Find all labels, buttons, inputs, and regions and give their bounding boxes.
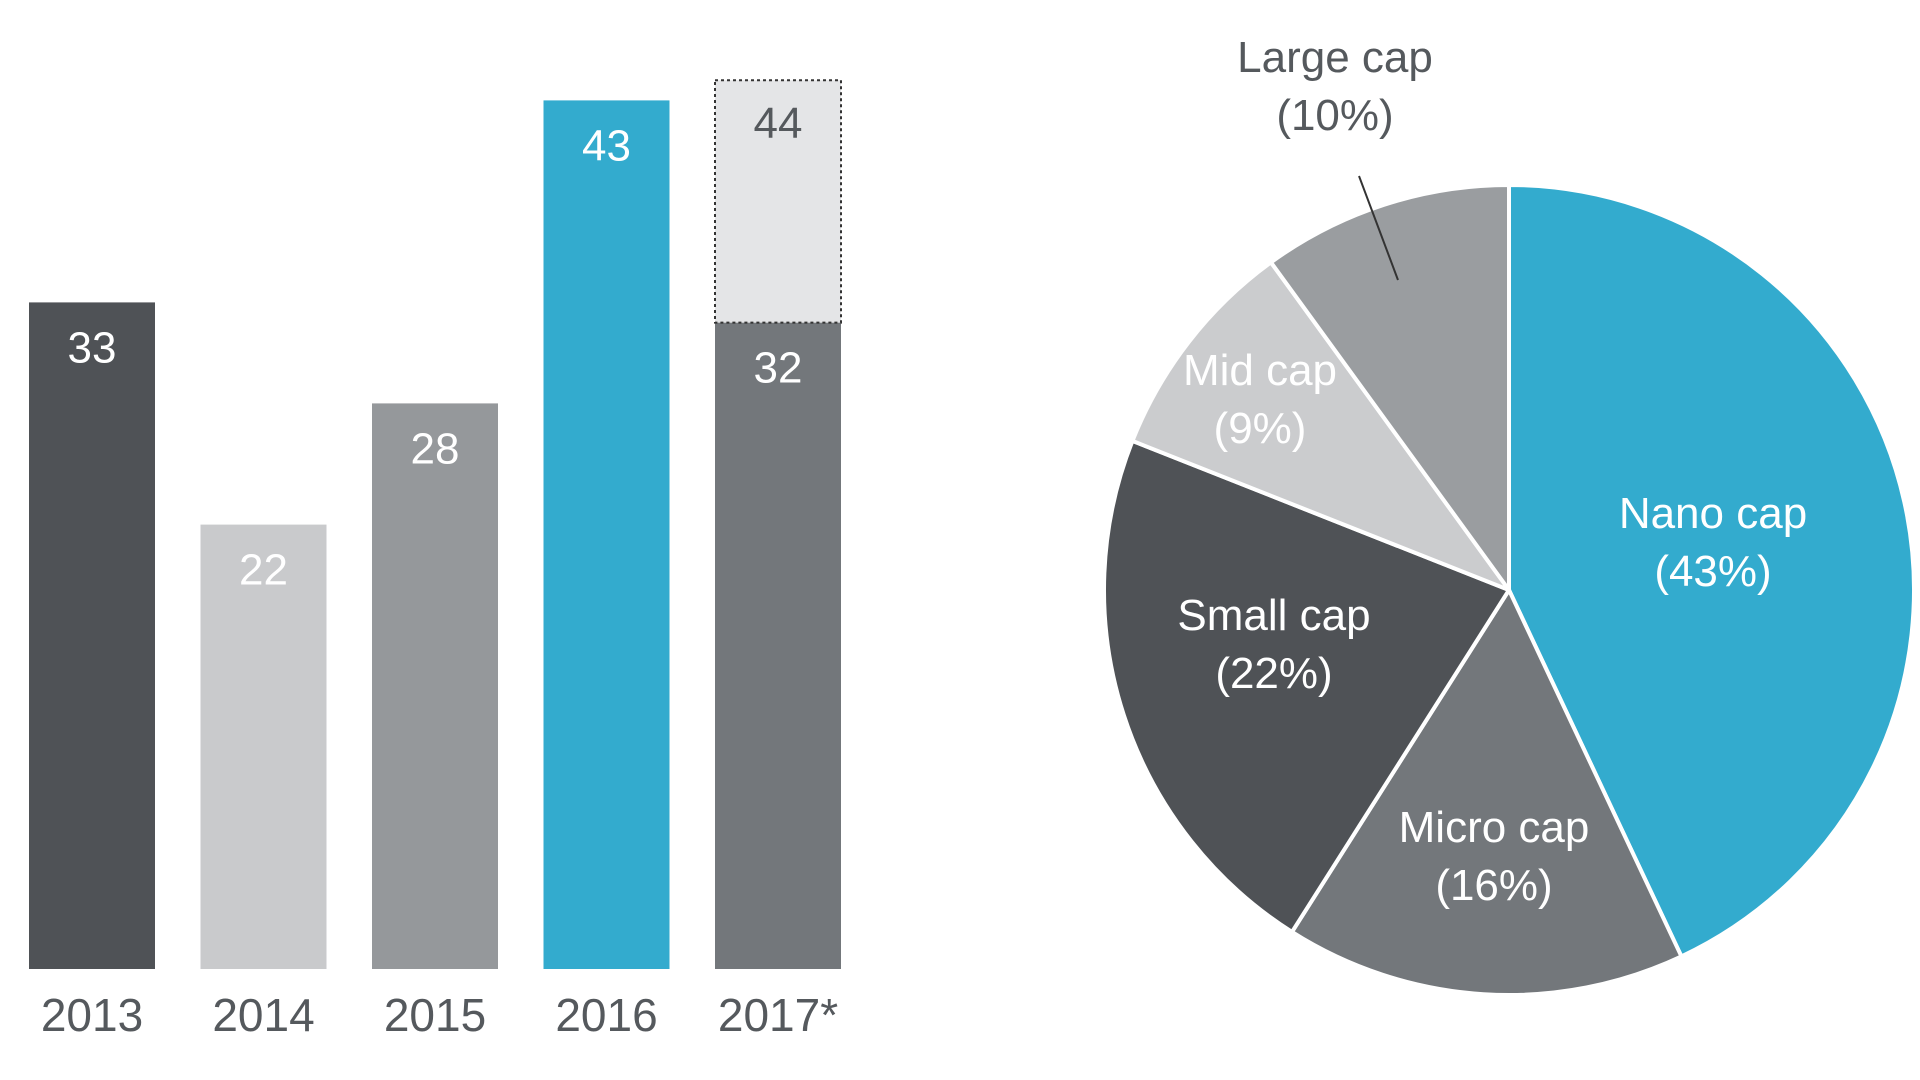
- bar-projected-2017: [714, 79, 842, 324]
- pie-slice-nano-cap: [1507, 183, 1916, 959]
- x-tick-label: 2015: [384, 989, 486, 1041]
- large-cap-leader-line: [1358, 175, 1399, 281]
- pie-slice-percent: (16%): [1435, 861, 1552, 910]
- pie-slice-label: Large cap: [1237, 33, 1433, 82]
- x-tick-label: 2017*: [718, 989, 838, 1041]
- pie-slice-label: Micro cap: [1399, 803, 1590, 852]
- bar-value-label: 33: [68, 323, 117, 372]
- pie-slice-mid-cap: [1130, 260, 1511, 592]
- pie-slice-large-cap: [1268, 183, 1511, 592]
- pie-slice-label: Nano cap: [1619, 489, 1807, 538]
- pie-slice-percent: (9%): [1214, 404, 1307, 453]
- pie-slice-label: Small cap: [1177, 591, 1370, 640]
- pie-slice-percent: (43%): [1654, 547, 1771, 596]
- bar-2017: [715, 322, 841, 970]
- bar-2015: [372, 403, 498, 969]
- x-tick-label: 2013: [41, 989, 143, 1041]
- bar-value-label: 22: [239, 546, 288, 595]
- bar-chart: 33 2013 22 2014 28 2015 43 2016 44 32 2017*: [29, 79, 842, 1041]
- pie-slice-percent: (10%): [1276, 91, 1393, 140]
- x-tick-label: 2016: [555, 989, 657, 1041]
- bar-2014: [200, 524, 327, 969]
- bar-value-label: 43: [582, 121, 631, 170]
- pie-slice-micro-cap: [1289, 588, 1684, 997]
- bar-projected-label: 44: [754, 99, 803, 148]
- bar-value-label: 32: [754, 344, 803, 393]
- bar-value-label: 28: [411, 424, 460, 473]
- x-tick-label: 2014: [212, 989, 314, 1041]
- bar-2013: [29, 302, 155, 969]
- pie-slice-label: Mid cap: [1183, 346, 1337, 395]
- pie-chart: Nano cap (43%) Micro cap (16%) Small cap (22%…: [1102, 33, 1916, 997]
- bar-2016: [543, 100, 670, 969]
- pie-slice-small-cap: [1102, 438, 1511, 934]
- pie-slice-percent: (22%): [1215, 649, 1332, 698]
